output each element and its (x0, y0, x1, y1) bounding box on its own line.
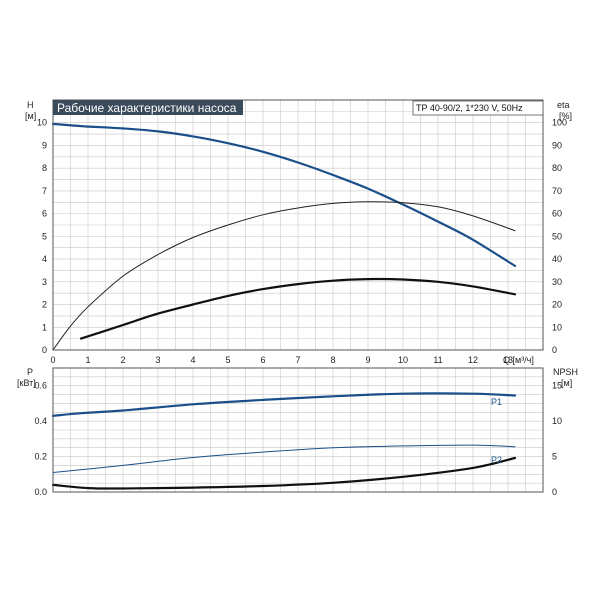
upper-left-tick-label: 8 (42, 163, 47, 173)
model-label-text: TP 40-90/2, 1*230 V, 50Hz (416, 103, 523, 113)
lower-curve-0 (51, 392, 517, 417)
p1-curve-label: P1 (491, 397, 502, 407)
x-tick-label: 3 (155, 355, 160, 365)
upper-curve-1 (52, 201, 516, 351)
chart-title-background (53, 100, 243, 115)
head-axis-symbol: H (27, 100, 34, 110)
lower-curve-2 (51, 456, 517, 490)
lower-left-tick-label: 0.6 (34, 381, 47, 391)
upper-right-tick-label: 20 (552, 300, 562, 310)
upper-right-tick-label: 70 (552, 186, 562, 196)
upper-right-tick-label: 90 (552, 140, 562, 150)
upper-right-tick-label: 80 (552, 163, 562, 173)
chart-title-text: Рабочие характеристики насоса (57, 101, 237, 115)
upper-left-tick-label: 3 (42, 277, 47, 287)
efficiency-axis-unit: [%] (559, 111, 572, 121)
upper-right-tick-label: 0 (552, 345, 557, 355)
power-axis-symbol: P (27, 367, 33, 377)
upper-left-tick-label: 2 (42, 300, 47, 310)
upper-left-tick-label: 1 (42, 322, 47, 332)
p2-curve-label: P2 (491, 455, 502, 465)
upper-curves (51, 122, 517, 351)
npsh-axis-symbol: NPSH (553, 367, 578, 377)
chart-title: Рабочие характеристики насоса (53, 100, 243, 115)
upper-left-tick-label: 0 (42, 345, 47, 355)
head-axis-unit: [м] (25, 111, 36, 121)
upper-left-tick-label: 4 (42, 254, 47, 264)
lower-left-tick-label: 0.0 (34, 487, 47, 497)
upper-left-tick-label: 5 (42, 231, 47, 241)
lower-grid (53, 368, 543, 492)
lower-right-tick-label: 15 (552, 381, 562, 391)
upper-right-tick-label: 40 (552, 254, 562, 264)
upper-left-tick-label: 7 (42, 186, 47, 196)
x-tick-label: 13 (503, 355, 513, 365)
lower-plot-frame (52, 367, 544, 493)
power-axis-unit: [кВт] (17, 378, 36, 388)
flow-axis-label: Q [м³/ч] (503, 355, 534, 365)
lower-right-tick-label: 5 (552, 452, 557, 462)
upper-right-tick-label: 50 (552, 231, 562, 241)
upper-curve-2 (79, 277, 517, 340)
lower-right-tick-label: 0 (552, 487, 557, 497)
x-tick-label: 5 (225, 355, 230, 365)
upper-right-tick-label: 100 (552, 118, 567, 128)
upper-right-tick-label: 60 (552, 209, 562, 219)
upper-left-tick-label: 6 (42, 209, 47, 219)
x-tick-label: 7 (295, 355, 300, 365)
model-label-box (412, 100, 544, 116)
x-tick-label: 0 (50, 355, 55, 365)
x-tick-label: 4 (190, 355, 195, 365)
x-tick-label: 2 (120, 355, 125, 365)
lower-curve-1 (52, 444, 516, 473)
x-tick-label: 1 (85, 355, 90, 365)
x-tick-label: 6 (260, 355, 265, 365)
lower-right-tick-label: 10 (552, 416, 562, 426)
lower-left-tick-label: 0.2 (34, 452, 47, 462)
upper-right-tick-label: 10 (552, 322, 562, 332)
upper-grid (53, 100, 543, 350)
lower-curves (51, 392, 517, 490)
upper-curve-0 (51, 122, 517, 267)
upper-left-tick-label: 9 (42, 140, 47, 150)
npsh-axis-unit: [м] (561, 378, 572, 388)
model-label: TP 40-90/2, 1*230 V, 50Hz (412, 100, 544, 116)
x-tick-label: 8 (330, 355, 335, 365)
upper-left-tick-label: 10 (37, 118, 47, 128)
x-tick-label: 12 (468, 355, 478, 365)
x-tick-label: 9 (365, 355, 370, 365)
efficiency-axis-symbol: eta (557, 100, 570, 110)
x-tick-label: 10 (398, 355, 408, 365)
upper-right-tick-label: 30 (552, 277, 562, 287)
lower-left-tick-label: 0.4 (34, 416, 47, 426)
upper-plot-frame (52, 99, 544, 351)
x-tick-label: 11 (433, 355, 442, 365)
